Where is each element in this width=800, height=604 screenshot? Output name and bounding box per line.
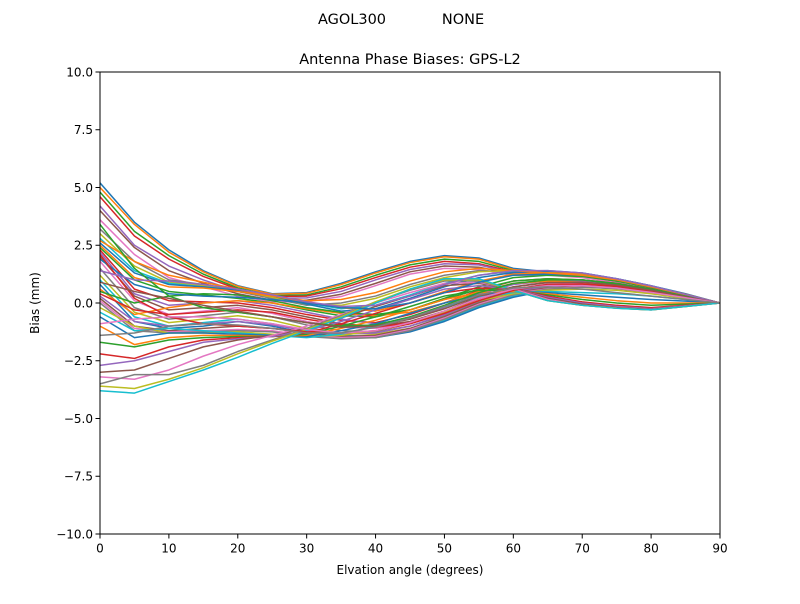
y-axis: −10.0 −7.5 −5.0 −2.5 0.0 2.5 5.0 7.5 10.0 bbox=[56, 65, 100, 541]
y-tick-label: −2.5 bbox=[64, 354, 93, 368]
y-tick-label: −5.0 bbox=[64, 412, 93, 426]
x-tick-label: 0 bbox=[96, 542, 104, 556]
series-line-s47 bbox=[99, 284, 721, 334]
series-line-s31 bbox=[99, 290, 721, 339]
plot-area bbox=[99, 71, 721, 535]
x-axis: 0 10 20 30 40 50 60 70 80 90 bbox=[96, 534, 728, 556]
y-axis-label: Bias (mm) bbox=[28, 272, 42, 334]
x-tick-label: 80 bbox=[643, 542, 658, 556]
suptitle-radome: NONE bbox=[442, 12, 484, 28]
x-tick-label: 10 bbox=[161, 542, 176, 556]
series-line-s43 bbox=[99, 223, 721, 327]
x-tick-label: 40 bbox=[368, 542, 383, 556]
x-tick-label: 30 bbox=[299, 542, 314, 556]
x-tick-label: 70 bbox=[575, 542, 590, 556]
series-line-s32 bbox=[99, 290, 720, 346]
series-line-s40 bbox=[99, 278, 721, 394]
x-tick-label: 20 bbox=[230, 542, 245, 556]
suptitle-station: AGOL300 bbox=[318, 12, 386, 28]
series-line-s33 bbox=[99, 289, 721, 348]
y-tick-label: 2.5 bbox=[74, 239, 93, 253]
y-tick-label: 5.0 bbox=[74, 181, 93, 195]
x-axis-label: Elvation angle (degrees) bbox=[337, 563, 484, 577]
y-tick-label: 7.5 bbox=[74, 123, 93, 137]
series-line-s35 bbox=[99, 284, 721, 367]
series-line-s45 bbox=[99, 269, 721, 308]
x-tick-label: 60 bbox=[506, 542, 521, 556]
y-tick-label: −10.0 bbox=[56, 527, 93, 541]
x-tick-label: 90 bbox=[712, 542, 727, 556]
series-line-s48 bbox=[99, 286, 721, 337]
y-tick-label: 0.0 bbox=[74, 296, 93, 310]
chart-title: Antenna Phase Biases: GPS-L2 bbox=[299, 52, 521, 68]
x-tick-label: 50 bbox=[437, 542, 452, 556]
y-tick-label: −7.5 bbox=[64, 470, 93, 484]
series-layer bbox=[99, 182, 721, 394]
series-line-s42 bbox=[99, 239, 721, 304]
y-tick-label: 10.0 bbox=[66, 65, 93, 79]
series-line-s46 bbox=[99, 281, 721, 328]
